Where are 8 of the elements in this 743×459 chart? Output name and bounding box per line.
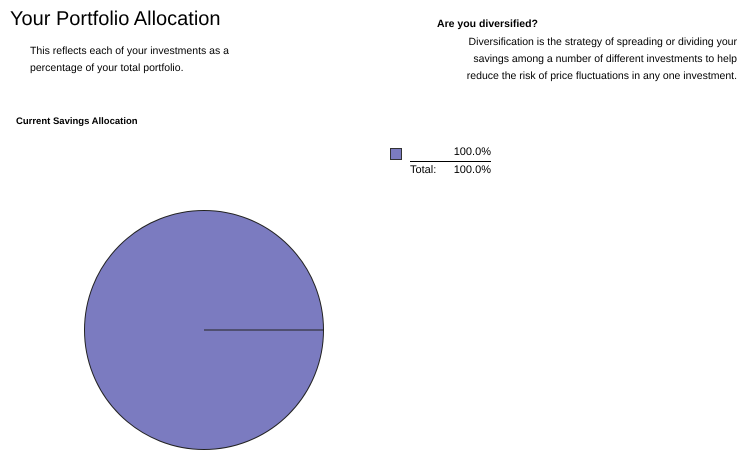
text: Total: — [410, 164, 436, 176]
text: 100.0% — [454, 146, 491, 158]
chart-title: Your Portfolio Allocation — [10, 8, 221, 31]
text: 100.0% — [454, 164, 491, 176]
text: Current Savings Allocation — [16, 116, 138, 127]
chart-subtitle: This reflects each of your investments as a percentage of your total portfolio. — [30, 44, 230, 76]
text: Are you diversified? — [437, 18, 538, 30]
text: Diversification is the strategy of spreading or dividing your savings among a number of different investments to help reduce the risk of price fluctuations in any one investment. — [466, 35, 737, 84]
